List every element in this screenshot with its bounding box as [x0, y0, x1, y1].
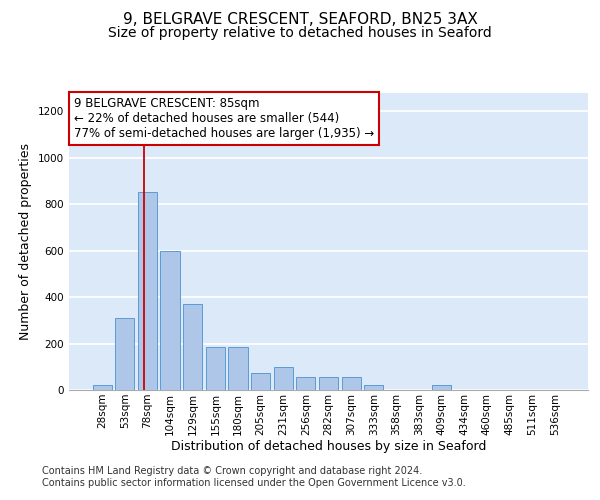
Text: Size of property relative to detached houses in Seaford: Size of property relative to detached ho… — [108, 26, 492, 40]
Bar — [341, 377, 361, 390]
Bar — [296, 377, 316, 390]
Bar — [183, 304, 202, 390]
Bar — [251, 372, 270, 390]
Bar — [206, 347, 225, 390]
Bar — [92, 386, 112, 390]
Bar — [364, 386, 383, 390]
X-axis label: Distribution of detached houses by size in Seaford: Distribution of detached houses by size … — [171, 440, 486, 454]
Bar — [432, 386, 451, 390]
Y-axis label: Number of detached properties: Number of detached properties — [19, 143, 32, 340]
Text: 9, BELGRAVE CRESCENT, SEAFORD, BN25 3AX: 9, BELGRAVE CRESCENT, SEAFORD, BN25 3AX — [122, 12, 478, 28]
Bar — [160, 250, 180, 390]
Text: 9 BELGRAVE CRESCENT: 85sqm
← 22% of detached houses are smaller (544)
77% of sem: 9 BELGRAVE CRESCENT: 85sqm ← 22% of deta… — [74, 97, 374, 140]
Bar — [274, 367, 293, 390]
Bar — [138, 192, 157, 390]
Text: Contains HM Land Registry data © Crown copyright and database right 2024.
Contai: Contains HM Land Registry data © Crown c… — [42, 466, 466, 487]
Bar — [115, 318, 134, 390]
Bar — [229, 347, 248, 390]
Bar — [319, 377, 338, 390]
